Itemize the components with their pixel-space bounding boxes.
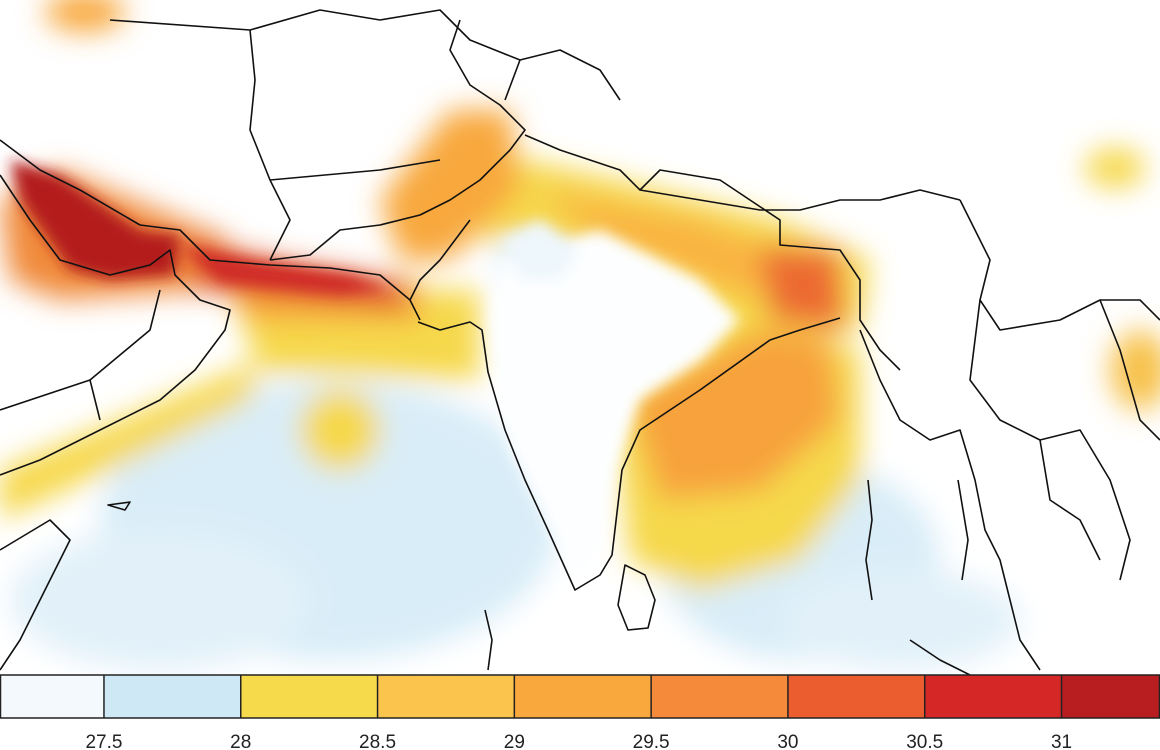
borders bbox=[0, 9, 1160, 676]
colorbar-segment bbox=[787, 675, 925, 718]
tick-label: 30 bbox=[777, 732, 798, 750]
heat-layer bbox=[0, 0, 1160, 670]
colorbar-segment bbox=[514, 675, 652, 718]
arabia-coast bbox=[0, 174, 231, 476]
tick-label: 29 bbox=[504, 732, 525, 750]
colorbar-segment bbox=[377, 675, 515, 718]
myanmar-coast bbox=[859, 199, 1160, 671]
sri-lanka bbox=[617, 564, 656, 631]
colorbar-segment bbox=[651, 675, 788, 718]
colorbar-segment bbox=[240, 675, 378, 718]
islands bbox=[107, 479, 969, 671]
colorbar: 27.5 28 28.5 29 29.5 30 30.5 31 bbox=[0, 674, 1160, 750]
tick-label: 28 bbox=[230, 732, 251, 750]
pakistan-border bbox=[269, 19, 526, 321]
afghanistan bbox=[109, 9, 621, 261]
tick-label: 28.5 bbox=[359, 732, 396, 750]
iran-coast bbox=[0, 139, 411, 301]
tick-label: 29.5 bbox=[633, 732, 670, 750]
tick-label: 30.5 bbox=[906, 732, 943, 750]
colorbar-segment bbox=[0, 675, 104, 718]
colorbar-segment bbox=[1061, 675, 1160, 718]
somalia-coast bbox=[0, 519, 71, 671]
colorbar-segment bbox=[103, 675, 241, 718]
himalaya-borders bbox=[524, 134, 961, 371]
arabia-borders bbox=[0, 289, 161, 421]
tick-label: 27.5 bbox=[85, 732, 122, 750]
colorbar-segment bbox=[924, 675, 1062, 718]
india-coast bbox=[417, 317, 841, 591]
tick-label: 31 bbox=[1051, 732, 1072, 750]
se-asia-borders bbox=[909, 299, 1160, 676]
